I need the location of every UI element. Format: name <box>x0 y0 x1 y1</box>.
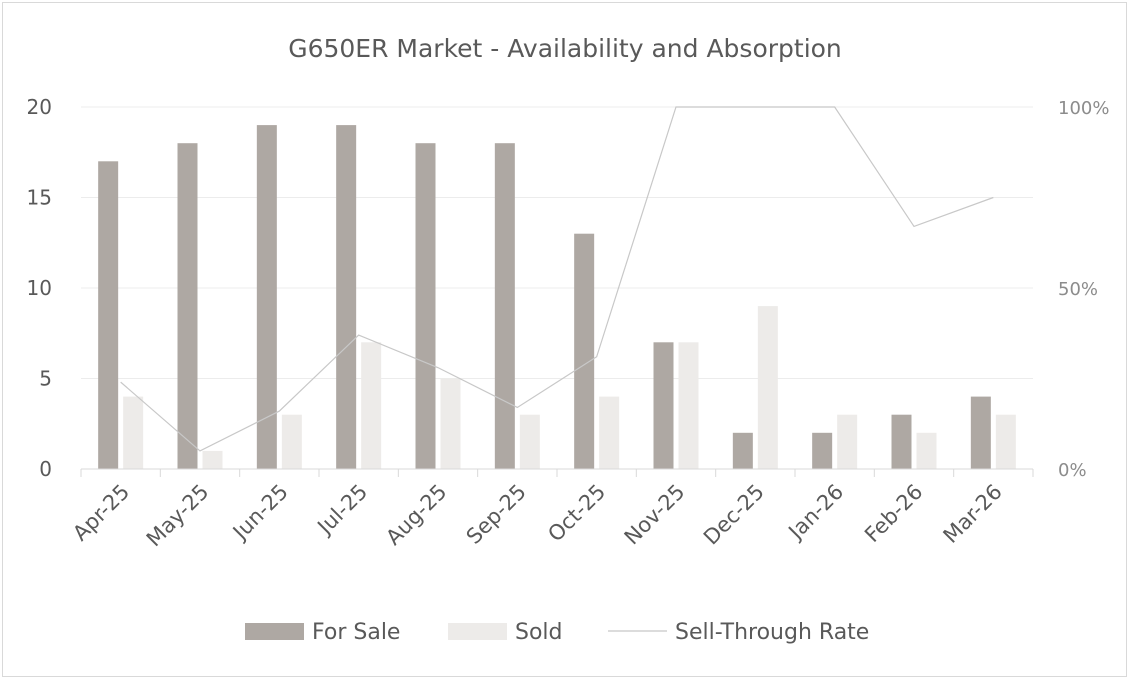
bar-sold <box>519 414 540 469</box>
x-tick-label: Feb-26 <box>860 480 928 548</box>
y-tick-label: 10 <box>27 276 52 300</box>
bar-sold <box>678 342 699 469</box>
bar-for-sale <box>177 143 198 469</box>
y2-tick-label: 50% <box>1058 279 1098 300</box>
x-tick-label: Sep-25 <box>462 480 531 549</box>
bar-for-sale <box>891 414 912 469</box>
bar-for-sale <box>494 143 515 469</box>
bar-for-sale <box>732 432 753 469</box>
x-tick-label: Aug-25 <box>381 480 451 550</box>
y-tick-label: 20 <box>27 95 52 119</box>
bar-sold <box>995 414 1016 469</box>
bar-sold <box>440 378 461 469</box>
y2-tick-label: 0% <box>1058 460 1087 481</box>
legend-label-sold: Sold <box>515 620 563 645</box>
x-tick-label: Jun-25 <box>227 480 293 546</box>
x-tick-label: Apr-25 <box>68 480 134 546</box>
bar-sold <box>361 342 382 469</box>
legend-label-for-sale: For Sale <box>312 620 400 645</box>
bar-sold <box>202 450 223 469</box>
bar-for-sale <box>970 396 991 469</box>
legend-label-sell-through-rate: Sell-Through Rate <box>675 620 869 645</box>
bar-for-sale <box>336 125 357 469</box>
legend: For Sale Sold Sell-Through Rate <box>245 620 869 645</box>
bar-for-sale <box>653 342 674 469</box>
sell-through-rate-line <box>120 106 994 452</box>
bar-for-sale <box>812 432 833 469</box>
x-tick-label: Jul-25 <box>312 480 373 541</box>
bar-for-sale <box>574 233 595 469</box>
bar-sold <box>599 396 620 469</box>
bar-sold <box>281 414 302 469</box>
x-tick-label: Jan-26 <box>783 480 849 546</box>
bar-sold <box>837 414 858 469</box>
bar-sold <box>757 306 778 469</box>
sell-through-line <box>120 106 994 452</box>
x-tick-label: Nov-25 <box>620 480 690 550</box>
bar-for-sale <box>415 143 436 469</box>
bars <box>98 125 1016 470</box>
y2-tick-label: 100% <box>1058 98 1109 119</box>
legend-swatch-sold <box>448 623 507 640</box>
x-tick-label: Mar-26 <box>939 480 1007 548</box>
y-tick-label: 0 <box>39 457 52 481</box>
x-tick-label: May-25 <box>142 480 214 552</box>
legend-swatch-for-sale <box>245 623 304 640</box>
bar-for-sale <box>98 161 119 470</box>
y-tick-label: 5 <box>39 367 52 391</box>
chart-title: G650ER Market - Availability and Absorpt… <box>288 34 842 63</box>
x-tick-label: Dec-25 <box>699 480 769 550</box>
bar-for-sale <box>256 125 277 469</box>
bar-sold <box>916 432 937 469</box>
bar-sold <box>123 396 144 469</box>
y-tick-label: 15 <box>27 186 52 210</box>
gridlines <box>81 106 1033 379</box>
x-tick-label: Oct-25 <box>543 480 610 547</box>
